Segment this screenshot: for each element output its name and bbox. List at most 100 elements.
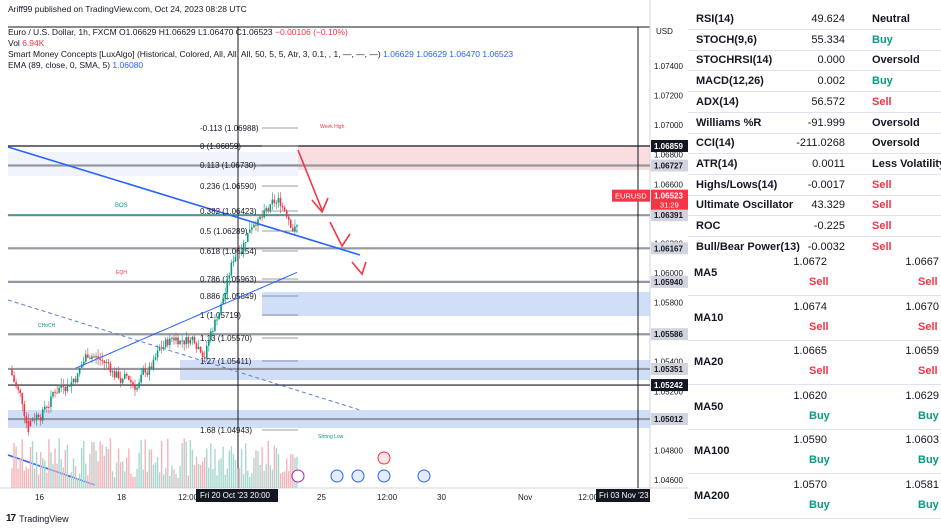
time-axis-label: 30 <box>437 493 446 502</box>
fib-level-label: -0.113 (1.06988) <box>200 124 259 133</box>
indicator-row: CCI(14) -211.0268 Oversold <box>688 133 941 155</box>
volume-bar <box>158 472 161 488</box>
volume-label[interactable]: Vol <box>8 38 20 48</box>
trendline-blue[interactable] <box>7 146 361 256</box>
fib-level-label: 0.382 (1.06423) <box>200 207 257 216</box>
candle-body <box>107 362 110 364</box>
candle-body <box>246 232 249 243</box>
volume-bar <box>117 448 120 488</box>
ma-action-exponential: Buy <box>918 454 939 466</box>
indicator-action: Sell <box>872 95 892 108</box>
candle-body <box>222 298 224 305</box>
price-tag[interactable] <box>651 275 688 288</box>
price-tag[interactable] <box>651 159 688 172</box>
price-tag[interactable] <box>651 242 688 255</box>
volume-bar <box>60 459 62 488</box>
week-high-label: Week High <box>320 124 345 130</box>
price-chart[interactable]: -0.113 (1.06988) 0 (1.06859) 0.113 (1.0673… <box>0 0 688 530</box>
symbol-name[interactable]: Euro / U.S. Dollar, 1h, FXCM <box>8 27 117 37</box>
tradingview-logo[interactable]: 17 TradingView <box>6 513 69 524</box>
volume-bar <box>234 460 237 488</box>
moving-average-row: MA5 1.0672 Sell 1.0667 Sell <box>688 252 941 296</box>
candle-body <box>109 363 112 373</box>
moving-average-row: MA100 1.0590 Buy 1.0603 Buy <box>688 430 941 474</box>
volume-bar <box>95 450 97 488</box>
indicator-row: ATR(14) 0.0011 Less Volatility <box>688 154 941 175</box>
candle-body <box>167 339 169 346</box>
indicator-action: Less Volatility <box>872 157 941 170</box>
price-tag[interactable] <box>651 328 688 341</box>
flag-event-icon[interactable] <box>351 469 365 483</box>
volume-bar <box>152 464 155 488</box>
candle-body <box>146 372 149 375</box>
flag-event-icon[interactable] <box>417 469 431 483</box>
volume-bar <box>140 440 142 488</box>
ma-name: MA100 <box>694 445 730 457</box>
price-axis-label: 1.06000 <box>654 269 683 278</box>
volume-bar <box>230 446 233 488</box>
ma-name: MA5 <box>694 267 718 279</box>
publish-info: Ariff99 published on TradingView.com, Oc… <box>8 4 247 14</box>
indicator-name: Ultimate Oscillator <box>696 199 794 212</box>
candle-body <box>160 347 163 349</box>
candle-body <box>249 229 251 233</box>
volume-bar <box>269 465 271 488</box>
volume-bar <box>199 464 202 488</box>
strong-low-label: Strong Low <box>318 434 344 440</box>
candle-body <box>152 359 155 369</box>
flag-event-icon[interactable] <box>377 469 391 483</box>
candle-body <box>162 347 165 349</box>
volume-bar <box>42 458 44 488</box>
volume-bar <box>19 458 21 488</box>
flag-event-icon[interactable] <box>377 451 391 465</box>
price-tag[interactable] <box>651 139 688 152</box>
indicator-value: 49.624 <box>811 13 845 25</box>
price-tag[interactable] <box>651 362 688 375</box>
price-tag[interactable] <box>651 209 688 222</box>
indicator-name: ATR(14) <box>696 157 738 170</box>
candle-body <box>48 406 50 408</box>
candle-body <box>95 356 97 358</box>
candle-body <box>78 367 81 374</box>
forecast-arrow[interactable] <box>297 149 323 211</box>
volume-bar <box>64 450 66 488</box>
time-highlight[interactable] <box>196 489 278 502</box>
price-tag-label: 1.05242 <box>654 381 683 390</box>
ema-label[interactable]: EMA (89, close, 0, SMA, 5) <box>8 60 111 70</box>
ma-action-exponential: Sell <box>918 276 938 288</box>
volume-bar <box>208 467 210 488</box>
trendline-dashed[interactable] <box>7 299 361 411</box>
candle-body <box>144 368 147 373</box>
candle-body <box>101 359 103 361</box>
candle-body <box>271 199 274 205</box>
candle-body <box>285 210 288 217</box>
flag-event-icon[interactable] <box>330 469 344 483</box>
forecast-arrow[interactable] <box>329 221 351 248</box>
tradingview-logo-text: TradingView <box>19 513 69 524</box>
volume-bar <box>281 472 284 488</box>
lightning-event-icon[interactable] <box>291 469 305 483</box>
smc-label[interactable]: Smart Money Concepts [LuxAlgo] (Historic… <box>8 49 381 59</box>
chart-panel[interactable]: -0.113 (1.06988) 0 (1.06859) 0.113 (1.0673… <box>0 0 688 530</box>
last-price-tag[interactable] <box>651 189 688 210</box>
indicator-row: ROC -0.225 Sell <box>688 216 941 237</box>
volume-bar <box>111 471 114 488</box>
ma-value-simple: 1.0672 <box>793 256 827 268</box>
symbol-tag[interactable] <box>612 189 650 202</box>
indicator-value: -0.0017 <box>807 178 845 191</box>
time-highlight[interactable] <box>596 489 650 502</box>
candle-body <box>281 206 284 208</box>
volume-bar <box>251 473 253 488</box>
candle-body <box>27 420 30 433</box>
candle-body <box>33 419 36 421</box>
candle-body <box>210 331 212 340</box>
forecast-arrow[interactable] <box>351 261 367 276</box>
candle-body <box>62 384 65 388</box>
time-axis-label: 25 <box>317 493 326 502</box>
candle-body <box>234 257 237 262</box>
candle-body <box>228 275 231 279</box>
price-tag[interactable] <box>651 379 688 392</box>
fib-zone <box>8 152 298 176</box>
price-tag[interactable] <box>651 413 688 426</box>
ma-action-simple: Buy <box>809 454 830 466</box>
